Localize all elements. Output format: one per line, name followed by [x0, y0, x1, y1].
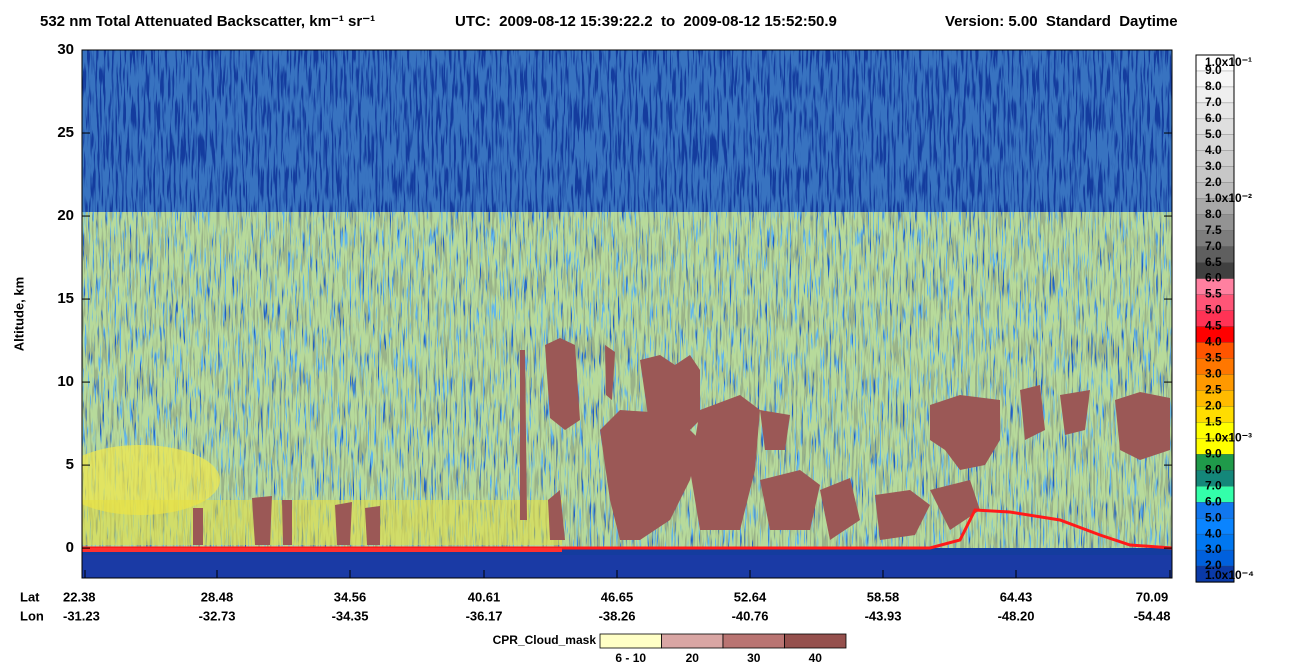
colorbar: 1.0x10⁻¹9.08.07.06.05.04.03.02.01.0x10⁻²… — [1195, 54, 1254, 583]
chart-title: 532 nm Total Attenuated Backscatter, km⁻… — [40, 13, 375, 30]
colorbar-label: 7.5 — [1205, 223, 1222, 237]
colorbar-label: 5.0 — [1205, 127, 1222, 141]
colorbar-label: 2.5 — [1205, 383, 1222, 397]
lon-label: -36.17 — [466, 608, 503, 623]
colorbar-label: 1.0x10⁻³ — [1205, 430, 1252, 444]
legend-swatch — [722, 633, 785, 649]
y-tick-label: 5 — [66, 456, 74, 473]
colorbar-label: 5.0 — [1205, 510, 1222, 524]
colorbar-label: 3.5 — [1205, 351, 1222, 365]
lat-label: 46.65 — [601, 589, 634, 604]
legend-label: 20 — [686, 651, 700, 665]
colorbar-label: 4.0 — [1205, 526, 1222, 540]
colorbar-label: 3.0 — [1205, 367, 1222, 381]
y-tick-label: 25 — [57, 124, 74, 141]
colorbar-label: 9.0 — [1205, 446, 1222, 460]
colorbar-label: 6.0 — [1205, 494, 1222, 508]
colorbar-label: 6.0 — [1205, 271, 1222, 285]
lon-label: -40.76 — [732, 608, 769, 623]
lon-label: -32.73 — [199, 608, 236, 623]
axes: 0 5 10 15 20 25 30 Altitude, km Lat Lon 22.38 -31.2… — [11, 41, 1172, 623]
lat-label: 40.61 — [468, 589, 501, 604]
lon-label: -38.26 — [599, 608, 636, 623]
colorbar-label: 6.0 — [1205, 111, 1222, 125]
plot-frame — [81, 49, 1173, 579]
colorbar-label: 9.0 — [1205, 63, 1222, 77]
lat-label: 22.38 — [63, 589, 96, 604]
lat-label: 52.64 — [734, 589, 767, 604]
version: Version: 5.00 Standard Daytime — [945, 13, 1178, 30]
lat-label: 28.48 — [201, 589, 234, 604]
colorbar-label: 7.0 — [1205, 239, 1222, 253]
colorbar-label: 4.0 — [1205, 143, 1222, 157]
x-row-label: Lon — [20, 608, 44, 623]
colorbar-frame — [1195, 54, 1235, 583]
colorbar-label: 7.0 — [1205, 95, 1222, 109]
lat-label: 64.43 — [1000, 589, 1033, 604]
colorbar-label: 5.0 — [1205, 303, 1222, 317]
colorbar-label: 3.0 — [1205, 159, 1222, 173]
lat-label: 34.56 — [334, 589, 367, 604]
legend-swatch — [599, 633, 662, 649]
colorbar-label: 4.0 — [1205, 335, 1222, 349]
colorbar-label: 6.5 — [1205, 255, 1222, 269]
lat-label: 58.58 — [867, 589, 900, 604]
colorbar-label: 8.0 — [1205, 79, 1222, 93]
legend-label: 40 — [809, 651, 823, 665]
lon-label: -34.35 — [332, 608, 369, 623]
y-tick-label: 30 — [57, 41, 74, 58]
legend-title: CPR_Cloud_mask — [493, 633, 597, 647]
colorbar-label: 2.0 — [1205, 399, 1222, 413]
colorbar-label: 5.5 — [1205, 287, 1222, 301]
colorbar-label: 1.0x10⁻² — [1205, 191, 1252, 205]
y-tick-label: 20 — [57, 207, 74, 224]
colorbar-label: 1.0x10⁻⁴ — [1205, 568, 1254, 582]
colorbar-label: 7.0 — [1205, 478, 1222, 492]
colorbar-label: 2.0 — [1205, 558, 1222, 572]
legend-label: 30 — [747, 651, 761, 665]
y-tick-label: 15 — [57, 290, 74, 307]
time-range: UTC: 2009-08-12 15:39:22.2 to 2009-08-12… — [455, 13, 837, 30]
x-row-label: Lat — [20, 589, 40, 604]
lat-label: 70.09 — [1136, 589, 1169, 604]
cloud-mask-legend: CPR_Cloud_mask 6 - 10 20 30 40 — [493, 633, 847, 665]
y-tick-label: 10 — [57, 373, 74, 390]
colorbar-label: 2.0 — [1205, 175, 1222, 189]
colorbar-label: 1.0x10⁻¹ — [1205, 55, 1252, 69]
y-axis-label: Altitude, km — [11, 277, 26, 351]
colorbar-label: 3.0 — [1205, 542, 1222, 556]
lon-label: -54.48 — [1134, 608, 1171, 623]
title: 532 nm Total Attenuated Backscatter, km⁻… — [40, 13, 1178, 30]
colorbar-label: 4.5 — [1205, 319, 1222, 333]
lon-label: -48.20 — [998, 608, 1035, 623]
y-tick-label: 0 — [66, 539, 74, 556]
lon-label: -43.93 — [865, 608, 902, 623]
legend-swatch — [661, 633, 724, 649]
backscatter-image — [82, 50, 1172, 578]
colorbar-label: 8.0 — [1205, 207, 1222, 221]
colorbar-label: 8.0 — [1205, 462, 1222, 476]
legend-swatch — [784, 633, 847, 649]
lon-label: -31.23 — [63, 608, 100, 623]
colorbar-label: 1.5 — [1205, 414, 1222, 428]
legend-label: 6 - 10 — [615, 651, 646, 665]
